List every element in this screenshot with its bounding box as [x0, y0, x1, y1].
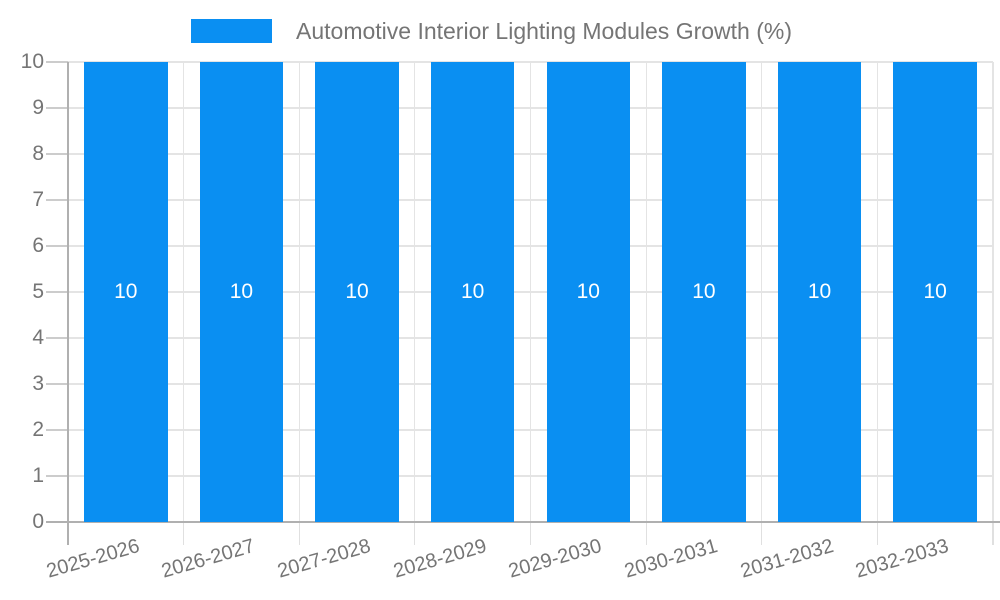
- gridline-h: [68, 153, 993, 155]
- y-axis-label: 4: [32, 326, 44, 349]
- y-axis-tick: [46, 291, 68, 293]
- gridline-h: [68, 61, 993, 63]
- bar: [430, 62, 515, 522]
- bar-value-label: 10: [114, 280, 138, 303]
- x-axis-tick: [876, 522, 878, 545]
- bar: [662, 62, 746, 522]
- y-axis-label: 10: [20, 50, 44, 73]
- legend-swatch: [191, 19, 272, 43]
- x-axis-tick: [183, 522, 185, 545]
- x-axis-label: 2028-2029: [390, 535, 489, 583]
- y-axis-tick: [46, 337, 68, 339]
- y-axis-tick: [46, 199, 68, 201]
- x-axis-label: 2025-2026: [43, 535, 142, 583]
- bar: [546, 62, 631, 522]
- x-axis-label: 2032-2033: [853, 535, 952, 583]
- y-axis-line: [67, 62, 69, 545]
- gridline-h: [68, 475, 993, 477]
- gridline-h: [68, 429, 993, 431]
- bar-value-label: 10: [345, 280, 369, 303]
- y-axis-tick: [46, 429, 68, 431]
- x-axis-tick: [414, 522, 416, 545]
- bar-value-label: 10: [692, 280, 716, 303]
- y-axis-tick: [46, 475, 68, 477]
- gridline-h: [68, 291, 993, 293]
- gridline-h: [68, 199, 993, 201]
- y-axis-tick: [46, 107, 68, 109]
- bar: [199, 62, 284, 522]
- x-axis-label: 2029-2030: [506, 535, 605, 583]
- x-axis-label: 2026-2027: [159, 535, 258, 583]
- legend-label: Automotive Interior Lighting Modules Gro…: [296, 18, 792, 44]
- x-axis-tick: [298, 522, 300, 545]
- bar-value-label: 10: [576, 280, 600, 303]
- y-axis-label: 0: [32, 510, 44, 533]
- gridline-h: [68, 245, 993, 247]
- x-axis-label: 2027-2028: [275, 535, 374, 583]
- bar: [777, 62, 862, 522]
- y-axis-tick: [46, 245, 68, 247]
- y-axis-label: 7: [32, 188, 44, 211]
- gridline-h: [68, 383, 993, 385]
- y-axis-tick: [46, 153, 68, 155]
- y-axis-label: 6: [32, 234, 44, 257]
- y-axis-tick: [46, 383, 68, 385]
- legend: Automotive Interior Lighting Modules Gro…: [191, 17, 792, 45]
- y-axis-tick: [46, 61, 68, 63]
- y-axis-label: 3: [32, 372, 44, 395]
- x-axis-tick: [761, 522, 763, 545]
- x-axis-label: 2031-2032: [737, 535, 836, 583]
- x-axis-line: [46, 521, 1000, 523]
- bar-value-label: 10: [460, 280, 485, 303]
- x-axis-tick: [992, 522, 994, 545]
- gridline-h: [68, 107, 993, 109]
- y-axis-label: 8: [32, 142, 44, 165]
- x-axis-label: 2030-2031: [621, 535, 721, 583]
- bar: [84, 62, 168, 522]
- bar-value-label: 10: [923, 280, 947, 303]
- gridline-h: [68, 337, 993, 339]
- bar: [315, 62, 399, 522]
- y-axis-label: 5: [32, 280, 44, 303]
- x-axis-tick: [529, 522, 532, 545]
- y-axis-label: 1: [32, 464, 44, 487]
- y-axis-label: 9: [32, 96, 44, 119]
- bar-value-label: 10: [229, 280, 254, 303]
- y-axis-label: 2: [32, 418, 44, 441]
- bar: [893, 62, 977, 522]
- x-axis-tick: [645, 522, 647, 545]
- bar-value-label: 10: [807, 280, 832, 303]
